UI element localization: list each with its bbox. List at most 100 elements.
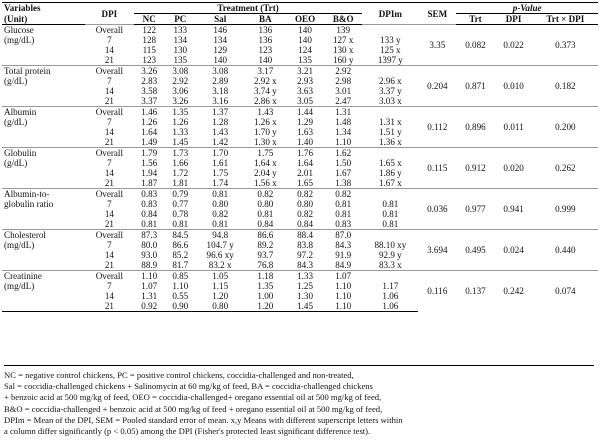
header-p-trt: Trt — [456, 13, 495, 25]
cell-value: 130 — [173, 45, 188, 55]
cell-value: 1.62 — [323, 147, 363, 158]
cell-value: 3.16 — [212, 96, 229, 106]
header-p-interaction: Trt × DPI — [532, 13, 598, 25]
variable-blank — [2, 209, 85, 219]
cell-value: 1.35 — [257, 281, 274, 291]
footnote-line: a column differ significantly (p < 0.05)… — [4, 426, 371, 437]
cell-sem: 3.35 — [418, 24, 457, 66]
cell-p-trt: 0.137 — [456, 270, 495, 312]
footnote-line: Sal = coccidia-challenged chickens + Sal… — [4, 381, 373, 392]
cell-value: 1.74 — [212, 178, 229, 188]
cell-value: 93.7 — [257, 250, 274, 260]
cell-dpi: 14 — [104, 86, 114, 96]
variable-blank — [2, 168, 85, 178]
cell-p-interaction: 0.182 — [532, 65, 598, 107]
cell-sem: 0.115 — [418, 147, 457, 189]
cell-value: 1.63 — [297, 127, 314, 137]
cell-value: 0.80 — [212, 199, 229, 209]
variable-unit: globulin ratio — [4, 199, 54, 209]
variable-name: Globulin — [2, 147, 85, 158]
cell-value: 80.0 — [141, 240, 158, 250]
header-oeo: OEO — [286, 13, 324, 25]
cell-value: 84.9 — [335, 260, 352, 270]
cell-value: 3.26 — [133, 65, 165, 76]
cell-value: 87.3 — [133, 229, 165, 240]
table-row: 14 1.94 1.72 1.75 2.04 y 2.01 1.67 1.86 y — [2, 168, 598, 178]
cell-value: 1.61 — [212, 158, 229, 168]
cell-value: 2.47 — [335, 96, 352, 106]
cell-dpi: 7 — [107, 240, 112, 250]
cell-value: 1.10 — [172, 281, 189, 291]
cell-value: 1.64 — [141, 127, 158, 137]
cell-dpim: 125 x — [380, 45, 401, 55]
cell-p-trt: 0.871 — [456, 65, 495, 107]
cell-dpi: Overall — [85, 147, 134, 158]
cell-value: 1.35 — [164, 106, 196, 117]
cell-value: 0.78 — [172, 209, 189, 219]
cell-p-interaction: 0.440 — [532, 229, 598, 271]
variable-unit: (g/dL) — [4, 158, 28, 168]
cell-value: 94.8 — [195, 229, 245, 240]
cell-dpim: 1.06 — [362, 301, 419, 312]
cell-value: 1.34 — [335, 127, 352, 137]
cell-value: 0.90 — [164, 301, 196, 312]
table-row: Cholesterol Overall 87.3 84.5 94.8 86.6 88.4 87… — [2, 229, 598, 271]
cell-value: 93.0 — [141, 250, 158, 260]
cell-value: 84.5 — [164, 229, 196, 240]
cell-p-dpi: 0.011 — [494, 106, 533, 148]
cell-value: 1.76 — [286, 147, 324, 158]
cell-value: 1.26 — [172, 117, 189, 127]
header-sem: SEM — [418, 2, 457, 25]
header-variables: Variables — [2, 2, 85, 14]
cell-value: 1.75 — [244, 147, 287, 158]
variable-name: Albumin-to- — [2, 188, 85, 199]
cell-dpim — [362, 24, 419, 35]
cell-value: 1.66 — [172, 158, 189, 168]
cell-value: 2.98 — [335, 76, 352, 86]
cell-value: 81.7 — [172, 260, 189, 270]
cell-value: 123 — [258, 45, 273, 55]
cell-value: 2.01 — [297, 168, 314, 178]
cell-value: 140 — [213, 55, 227, 65]
cell-value: 1.42 — [212, 137, 229, 147]
footnote-line: B&O = coccidia-challenged + benzoic acid… — [4, 403, 383, 414]
cell-value: 0.80 — [257, 199, 274, 209]
table-row: 14 93.0 85.2 96.6 xy 93.7 97.2 91.9 92.9 y — [2, 250, 598, 260]
cell-dpi: 14 — [104, 168, 114, 178]
footnote-line: NC = negative control chickens, PC = pos… — [4, 370, 354, 380]
cell-value: 1.79 — [133, 147, 165, 158]
cell-p-interaction: 0.999 — [532, 188, 598, 230]
cell-value: 1.05 — [195, 270, 245, 281]
variable-name: Creatinine — [2, 270, 85, 281]
cell-value: 133 — [164, 24, 196, 35]
variable-unit: (g/dL) — [4, 117, 28, 127]
cell-value: 0.81 — [257, 209, 274, 219]
table-row: 14 0.84 0.78 0.82 0.81 0.82 0.81 0.81 — [2, 209, 598, 219]
variable-name: Total protein — [2, 65, 85, 76]
cell-value: 104.7 y — [206, 240, 234, 250]
cell-value: 136 — [244, 24, 287, 35]
cell-dpim: 133 y — [380, 35, 401, 45]
variable-name: Glucose — [2, 24, 85, 35]
cell-value: 2.92 x — [253, 76, 277, 86]
variable-blank — [2, 127, 85, 137]
cell-dpim: 1.51 y — [378, 127, 402, 137]
cell-value: 135 — [298, 55, 312, 65]
table-row: (g/dL) 7 1.26 1.26 1.28 1.26 x 1.29 1.48 1.31 x — [2, 117, 598, 127]
variable-blank — [2, 291, 85, 301]
cell-value: 134 — [173, 35, 188, 45]
variable-name: Cholesterol — [2, 229, 85, 240]
header-pc: PC — [164, 13, 196, 25]
cell-value: 0.84 — [257, 219, 274, 229]
cell-p-interaction: 0.074 — [532, 270, 598, 312]
variable-unit: (g/dL) — [4, 76, 28, 86]
cell-value: 96.6 xy — [206, 250, 234, 260]
cell-value: 88.4 — [286, 229, 324, 240]
table-row: 21 0.81 0.81 0.81 0.84 0.84 0.83 0.81 — [2, 219, 598, 230]
cell-value: 1.10 — [323, 301, 363, 312]
cell-value: 127 x — [332, 35, 354, 45]
cell-p-dpi: 0.022 — [494, 24, 533, 66]
cell-value: 0.81 — [335, 209, 352, 219]
cell-value: 83.2 x — [208, 260, 232, 270]
cell-value: 3.74 y — [253, 86, 277, 96]
